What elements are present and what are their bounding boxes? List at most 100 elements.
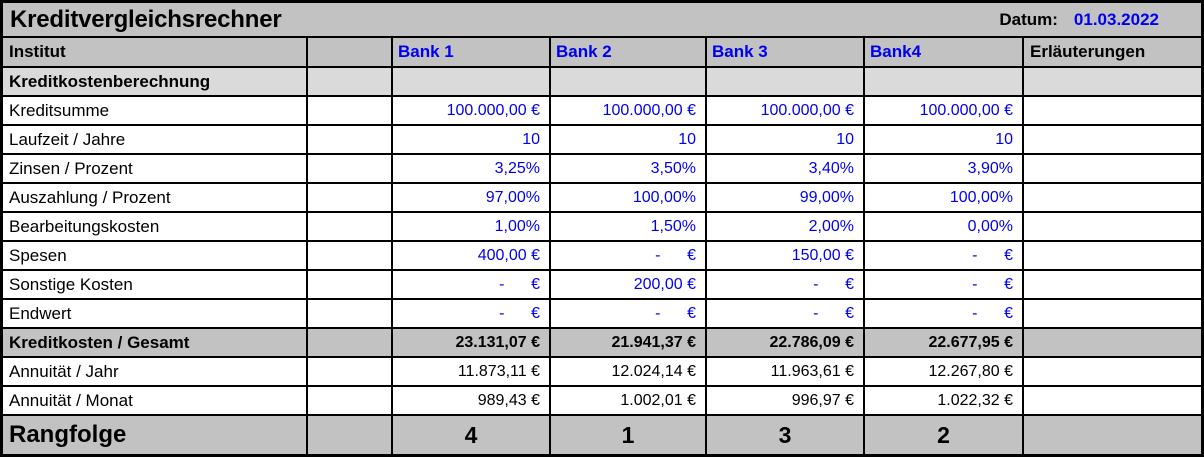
cell-bank4-bearbeitungskosten[interactable]: 0,00%	[865, 213, 1024, 242]
row-label-laufzeit-jahre: Laufzeit / Jahre	[3, 126, 308, 155]
cell-bank3-kreditkosten-gesamt: 22.786,09 €	[707, 329, 865, 358]
cell-bank1-annuität-monat: 989,43 €	[393, 387, 551, 416]
notes-cell-spesen	[1024, 242, 1201, 271]
notes-cell-auszahlung-prozent	[1024, 184, 1201, 213]
cell-bank2-endwert[interactable]: - €	[551, 300, 707, 329]
cell-bank3-auszahlung-prozent[interactable]: 99,00%	[707, 184, 865, 213]
cell-bank4-kreditkosten-gesamt: 22.677,95 €	[865, 329, 1024, 358]
cell-bank4-spesen[interactable]: - €	[865, 242, 1024, 271]
cell-bank1-sonstige-kosten[interactable]: - €	[393, 271, 551, 300]
column-header-bank2[interactable]: Bank 2	[551, 38, 707, 68]
cell-bank1-kreditkosten-gesamt: 23.131,07 €	[393, 329, 551, 358]
notes-cell-bearbeitungskosten	[1024, 213, 1201, 242]
cell-bank3-annuität-jahr: 11.963,61 €	[707, 358, 865, 387]
column-header-bank3[interactable]: Bank 3	[707, 38, 865, 68]
cell-bank3-rangfolge: 3	[707, 416, 865, 454]
cell-bank4-rangfolge: 2	[865, 416, 1024, 454]
cell-bank3-spesen[interactable]: 150,00 €	[707, 242, 865, 271]
spacer-cell-kreditkostenberechnung	[308, 68, 393, 97]
cell-bank1-auszahlung-prozent[interactable]: 97,00%	[393, 184, 551, 213]
row-label-sonstige-kosten: Sonstige Kosten	[3, 271, 308, 300]
column-header-institut: Institut	[3, 38, 308, 68]
cell-bank2-kreditkosten-gesamt: 21.941,37 €	[551, 329, 707, 358]
cell-bank2-rangfolge: 1	[551, 416, 707, 454]
cell-bank1-rangfolge: 4	[393, 416, 551, 454]
cell-bank2-laufzeit-jahre[interactable]: 10	[551, 126, 707, 155]
cell-bank1-kreditsumme[interactable]: 100.000,00 €	[393, 97, 551, 126]
column-header-spacer	[308, 38, 393, 68]
date-value[interactable]: 01.03.2022	[1073, 9, 1159, 29]
spacer-cell-endwert	[308, 300, 393, 329]
notes-cell-kreditkostenberechnung	[1024, 68, 1201, 97]
cell-bank2-auszahlung-prozent[interactable]: 100,00%	[551, 184, 707, 213]
spacer-cell-auszahlung-prozent	[308, 184, 393, 213]
cell-bank4-sonstige-kosten[interactable]: - €	[865, 271, 1024, 300]
row-label-kreditkostenberechnung: Kreditkostenberechnung	[3, 68, 308, 97]
cell-bank3-bearbeitungskosten[interactable]: 2,00%	[707, 213, 865, 242]
cell-bank2-kreditsumme[interactable]: 100.000,00 €	[551, 97, 707, 126]
row-label-zinsen-prozent: Zinsen / Prozent	[3, 155, 308, 184]
spacer-cell-sonstige-kosten	[308, 271, 393, 300]
row-label-endwert: Endwert	[3, 300, 308, 329]
page-title: Kreditvergleichsrechner	[10, 5, 282, 33]
cell-bank4-kreditkostenberechnung	[865, 68, 1024, 97]
notes-cell-kreditsumme	[1024, 97, 1201, 126]
cell-bank2-annuität-monat: 1.002,01 €	[551, 387, 707, 416]
row-label-kreditkosten-gesamt: Kreditkosten / Gesamt	[3, 329, 308, 358]
spacer-cell-zinsen-prozent	[308, 155, 393, 184]
spacer-cell-annuität-jahr	[308, 358, 393, 387]
cell-bank4-laufzeit-jahre[interactable]: 10	[865, 126, 1024, 155]
cell-bank2-annuität-jahr: 12.024,14 €	[551, 358, 707, 387]
row-label-spesen: Spesen	[3, 242, 308, 271]
column-header-bank4[interactable]: Bank4	[865, 38, 1024, 68]
cell-bank2-zinsen-prozent[interactable]: 3,50%	[551, 155, 707, 184]
notes-cell-laufzeit-jahre	[1024, 126, 1201, 155]
spacer-cell-annuität-monat	[308, 387, 393, 416]
cell-bank4-annuität-jahr: 12.267,80 €	[865, 358, 1024, 387]
column-header-erlaeuterungen: Erläuterungen	[1024, 38, 1201, 68]
cell-bank1-kreditkostenberechnung	[393, 68, 551, 97]
title-row: Kreditvergleichsrechner Datum: 01.03.202…	[3, 3, 1201, 38]
row-label-auszahlung-prozent: Auszahlung / Prozent	[3, 184, 308, 213]
row-label-bearbeitungskosten: Bearbeitungskosten	[3, 213, 308, 242]
cell-bank3-sonstige-kosten[interactable]: - €	[707, 271, 865, 300]
row-label-rangfolge: Rangfolge	[3, 416, 308, 454]
cell-bank3-kreditsumme[interactable]: 100.000,00 €	[707, 97, 865, 126]
column-header-bank1[interactable]: Bank 1	[393, 38, 551, 68]
notes-cell-annuität-monat	[1024, 387, 1201, 416]
row-label-kreditsumme: Kreditsumme	[3, 97, 308, 126]
spacer-cell-kreditkosten-gesamt	[308, 329, 393, 358]
cell-bank3-annuität-monat: 996,97 €	[707, 387, 865, 416]
cell-bank1-spesen[interactable]: 400,00 €	[393, 242, 551, 271]
cell-bank1-laufzeit-jahre[interactable]: 10	[393, 126, 551, 155]
spacer-cell-bearbeitungskosten	[308, 213, 393, 242]
date-label: Datum:	[999, 9, 1058, 29]
row-label-annuität-monat: Annuität / Monat	[3, 387, 308, 416]
date-group: Datum: 01.03.2022	[999, 10, 1159, 30]
cell-bank4-kreditsumme[interactable]: 100.000,00 €	[865, 97, 1024, 126]
cell-bank3-endwert[interactable]: - €	[707, 300, 865, 329]
notes-cell-rangfolge	[1024, 416, 1201, 454]
cell-bank3-zinsen-prozent[interactable]: 3,40%	[707, 155, 865, 184]
notes-cell-endwert	[1024, 300, 1201, 329]
cell-bank4-zinsen-prozent[interactable]: 3,90%	[865, 155, 1024, 184]
cell-bank1-bearbeitungskosten[interactable]: 1,00%	[393, 213, 551, 242]
cell-bank1-endwert[interactable]: - €	[393, 300, 551, 329]
cell-bank4-auszahlung-prozent[interactable]: 100,00%	[865, 184, 1024, 213]
cell-bank3-laufzeit-jahre[interactable]: 10	[707, 126, 865, 155]
notes-cell-sonstige-kosten	[1024, 271, 1201, 300]
row-label-annuität-jahr: Annuität / Jahr	[3, 358, 308, 387]
spacer-cell-kreditsumme	[308, 97, 393, 126]
notes-cell-annuität-jahr	[1024, 358, 1201, 387]
notes-cell-zinsen-prozent	[1024, 155, 1201, 184]
cell-bank2-sonstige-kosten[interactable]: 200,00 €	[551, 271, 707, 300]
cell-bank2-bearbeitungskosten[interactable]: 1,50%	[551, 213, 707, 242]
cell-bank2-spesen[interactable]: - €	[551, 242, 707, 271]
cell-bank1-zinsen-prozent[interactable]: 3,25%	[393, 155, 551, 184]
cell-bank4-endwert[interactable]: - €	[865, 300, 1024, 329]
cell-bank4-annuität-monat: 1.022,32 €	[865, 387, 1024, 416]
spacer-cell-laufzeit-jahre	[308, 126, 393, 155]
cell-bank2-kreditkostenberechnung	[551, 68, 707, 97]
cell-bank3-kreditkostenberechnung	[707, 68, 865, 97]
